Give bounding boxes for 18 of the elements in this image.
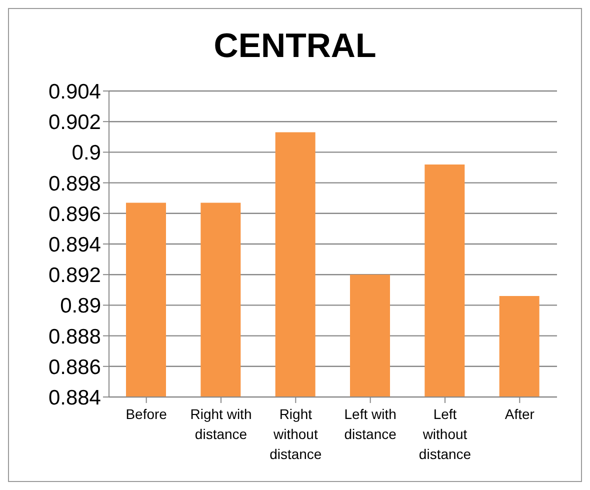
y-tick-label: 0.884 xyxy=(48,386,102,410)
y-tick-label: 0.904 xyxy=(48,80,102,104)
y-tick-label: 0.898 xyxy=(48,172,101,196)
y-tick-label: 0.9 xyxy=(72,142,101,165)
x-tick-label: After xyxy=(504,406,535,422)
x-tick-label: Right without distance xyxy=(270,406,322,462)
y-tick-label: 0.896 xyxy=(48,202,101,226)
chart-title: CENTRAL xyxy=(212,27,378,67)
y-tick-label: 0.888 xyxy=(48,325,101,348)
x-tick-label: Before xyxy=(126,406,168,422)
x-tick-label: Left with distance xyxy=(344,406,397,442)
y-tick-label: 0.894 xyxy=(48,233,102,256)
y-tick-label: 0.892 xyxy=(48,264,101,288)
y-tick-label: 0.886 xyxy=(48,356,101,379)
y-tick-label: 0.89 xyxy=(60,294,101,318)
y-tick-label: 0.902 xyxy=(48,111,101,134)
x-tick-label: Left without distance xyxy=(418,406,472,462)
x-tick-label: Right with distance xyxy=(190,406,252,442)
